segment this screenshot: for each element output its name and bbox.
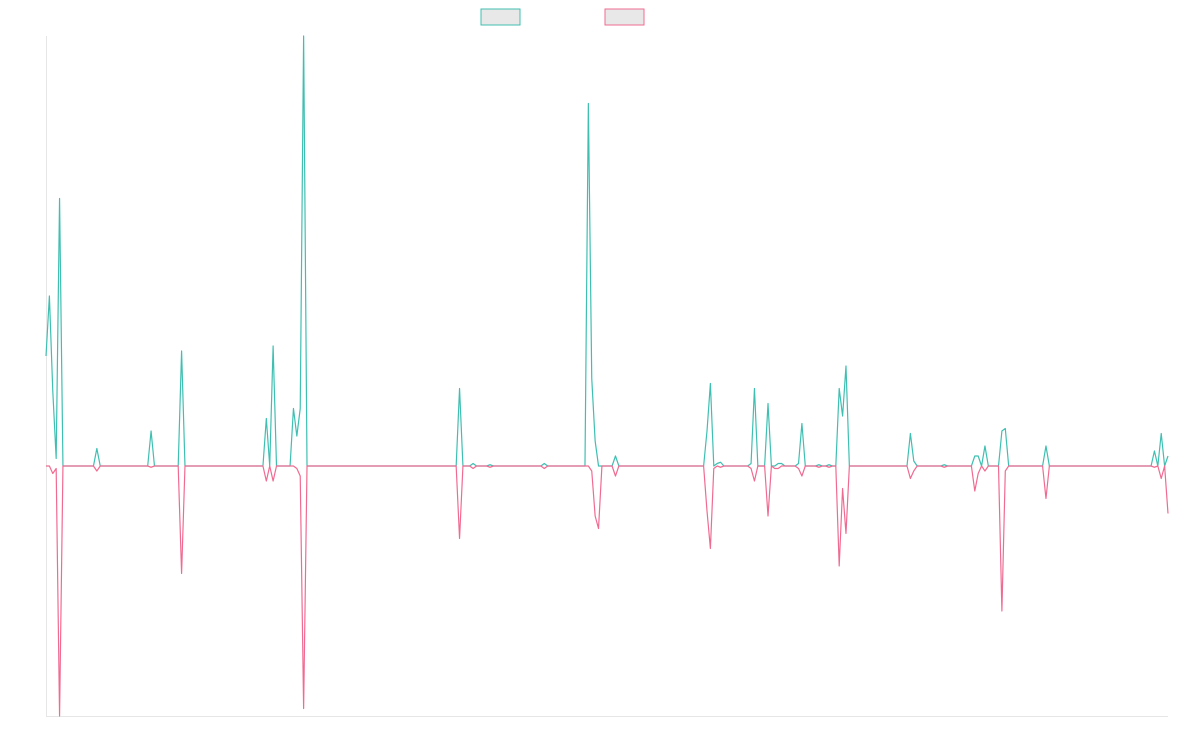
legend-swatch-series-2[interactable] (604, 8, 645, 26)
series-line-2[interactable] (46, 465, 1169, 717)
series-line-1[interactable] (45, 35, 1169, 467)
legend-swatch-series-1[interactable] (480, 8, 521, 26)
legend (480, 8, 645, 26)
plot-area (45, 35, 1169, 717)
